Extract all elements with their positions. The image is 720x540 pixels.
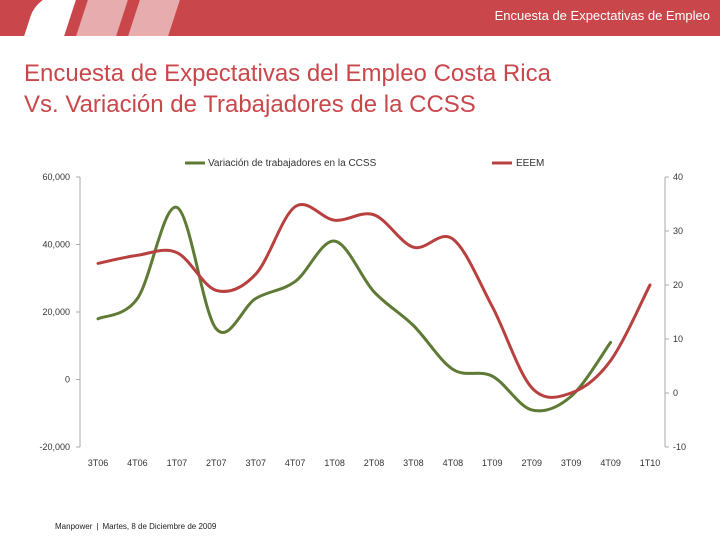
footer: Manpower | Martes, 8 de Diciembre de 2009 <box>55 522 216 531</box>
right-axis-tick-label: -10 <box>673 442 686 452</box>
right-axis-tick-label: 10 <box>673 334 683 344</box>
right-axis-tick-label: 0 <box>673 388 678 398</box>
right-axis-tick-label: 20 <box>673 280 683 290</box>
header-bar: Encuesta de Expectativas de Empleo <box>0 0 720 36</box>
legend-label-eeem: EEEM <box>516 158 544 169</box>
x-axis-tick-label: 3T08 <box>403 458 424 468</box>
series-eeem-line <box>96 203 652 399</box>
x-axis-tick-label: 1T09 <box>482 458 503 468</box>
x-axis-tick-label: 1T10 <box>640 458 661 468</box>
footer-separator: | <box>96 522 99 531</box>
slide-title-line-1: Encuesta de Expectativas del Empleo Cost… <box>24 60 551 87</box>
x-axis-tick-label: 3T06 <box>88 458 109 468</box>
x-axis-tick-label: 2T07 <box>206 458 227 468</box>
series-ccss-line <box>96 205 613 413</box>
x-axis-tick-label: 1T07 <box>167 458 188 468</box>
slide-title-line-2: Vs. Variación de Trabajadores de la CCSS <box>24 91 476 118</box>
legend-label-ccss: Variación de trabajadores en la CCSS <box>208 158 377 169</box>
x-axis-tick-label: 2T09 <box>521 458 542 468</box>
footer-company: Manpower <box>55 522 93 531</box>
left-axis-tick-label: 20,000 <box>42 307 70 317</box>
x-axis-tick-label: 4T07 <box>285 458 306 468</box>
x-axis-tick-label: 4T09 <box>600 458 621 468</box>
x-axis-tick-label: 3T07 <box>245 458 266 468</box>
x-axis-tick-label: 4T06 <box>127 458 148 468</box>
x-axis-tick-label: 2T08 <box>364 458 385 468</box>
x-axis-tick-label: 3T09 <box>561 458 582 468</box>
right-axis-tick-label: 30 <box>673 226 683 236</box>
x-axis-tick-label: 4T08 <box>443 458 464 468</box>
footer-date: Martes, 8 de Diciembre de 2009 <box>102 522 217 531</box>
left-axis-tick-label: 40,000 <box>42 240 70 250</box>
slide-title: Encuesta de Expectativas del Empleo Cost… <box>24 58 704 120</box>
x-axis-tick-label: 1T08 <box>324 458 345 468</box>
right-axis-tick-label: 40 <box>673 172 683 182</box>
left-axis-tick-label: -20,000 <box>39 442 70 452</box>
left-axis-tick-label: 60,000 <box>42 172 70 182</box>
header-title: Encuesta de Expectativas de Empleo <box>494 8 710 23</box>
left-axis-tick-label: 0 <box>65 375 70 385</box>
